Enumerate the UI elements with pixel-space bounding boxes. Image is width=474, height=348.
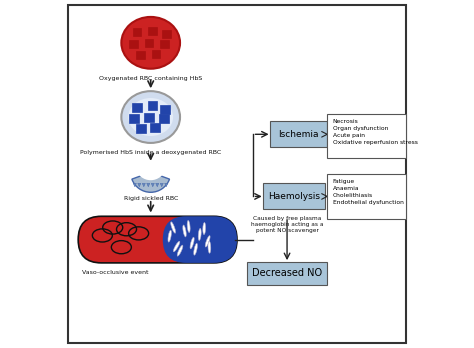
Text: Caused by free plasma
haemoglobin acting as a
potent NO scavenger: Caused by free plasma haemoglobin acting… [251,216,323,233]
Ellipse shape [198,228,201,240]
Text: Oxygenated RBC containing HbS: Oxygenated RBC containing HbS [99,76,202,81]
FancyBboxPatch shape [133,28,141,36]
FancyBboxPatch shape [163,216,237,263]
FancyBboxPatch shape [136,51,145,59]
FancyBboxPatch shape [263,183,325,209]
Text: Ischemia: Ischemia [278,130,319,139]
Ellipse shape [205,236,210,247]
Text: Decreased NO: Decreased NO [252,268,322,278]
Polygon shape [164,183,168,187]
FancyBboxPatch shape [160,40,169,48]
FancyBboxPatch shape [129,114,139,123]
FancyBboxPatch shape [147,101,157,110]
Polygon shape [142,183,146,187]
FancyBboxPatch shape [270,121,327,147]
Ellipse shape [187,220,190,232]
FancyBboxPatch shape [150,123,160,132]
FancyBboxPatch shape [160,105,170,114]
Ellipse shape [171,222,175,233]
FancyBboxPatch shape [327,174,406,219]
Text: Rigid sickled RBC: Rigid sickled RBC [124,196,178,201]
FancyBboxPatch shape [148,26,157,34]
FancyBboxPatch shape [136,124,146,133]
FancyBboxPatch shape [132,103,142,112]
Polygon shape [147,183,150,187]
FancyBboxPatch shape [144,112,154,121]
FancyBboxPatch shape [247,262,327,285]
FancyBboxPatch shape [152,50,160,58]
Text: Vaso-occlusive event: Vaso-occlusive event [82,270,148,276]
Polygon shape [151,183,155,187]
FancyBboxPatch shape [327,113,406,158]
Ellipse shape [183,225,186,237]
FancyBboxPatch shape [129,40,138,48]
FancyBboxPatch shape [162,30,171,38]
Polygon shape [160,183,164,187]
Text: Fatigue
Anaemia
Cholelithiasis
Endothelial dysfunction: Fatigue Anaemia Cholelithiasis Endotheli… [333,179,403,205]
Polygon shape [138,183,141,187]
Ellipse shape [208,241,211,253]
Wedge shape [136,165,166,180]
Text: Polymerised HbS inside a deoxygenated RBC: Polymerised HbS inside a deoxygenated RB… [80,150,221,155]
Ellipse shape [128,98,173,136]
FancyBboxPatch shape [78,216,237,263]
FancyBboxPatch shape [145,39,154,47]
Ellipse shape [121,17,180,69]
Text: Necrosis
Organ dysfunction
Acute pain
Oxidative reperfusion stress: Necrosis Organ dysfunction Acute pain Ox… [333,119,418,145]
Ellipse shape [121,91,180,143]
Ellipse shape [177,245,183,256]
Polygon shape [155,183,159,187]
Wedge shape [132,172,170,192]
Ellipse shape [194,243,197,255]
Text: Haemolysis: Haemolysis [268,192,320,201]
Ellipse shape [190,237,194,249]
Ellipse shape [203,222,206,235]
FancyBboxPatch shape [159,114,169,123]
Ellipse shape [168,230,172,242]
Polygon shape [133,183,137,187]
Ellipse shape [173,241,180,252]
FancyBboxPatch shape [68,5,406,343]
